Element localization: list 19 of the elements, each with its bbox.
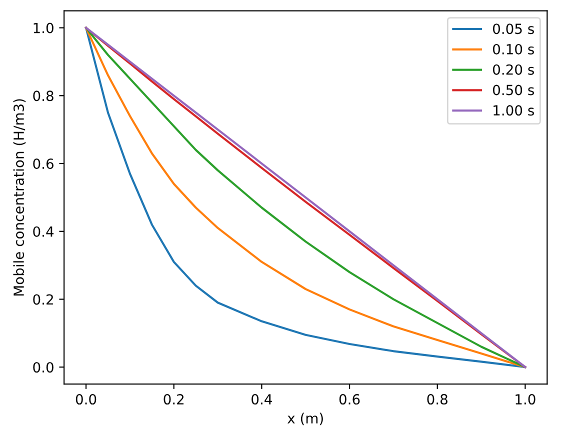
y-tick-label: 0.2 (33, 294, 53, 305)
y-tick-label: 0.0 (33, 362, 54, 373)
legend-label: 1.00 s (494, 105, 534, 116)
legend-label: 0.05 s (492, 24, 534, 34)
legend-label: 0.10 s (492, 44, 534, 54)
x-axis-title: x (m) (288, 412, 323, 426)
y-tick-label: 0.8 (33, 90, 54, 102)
x-tick-label: 1.0 (516, 394, 536, 405)
legend-label: 0.50 s (492, 84, 534, 96)
legend-label: 0.20 s (492, 64, 534, 75)
y-tick-label: 1.0 (34, 22, 54, 34)
y-axis-title: Mobile concentration (H/m3) (13, 99, 26, 296)
x-tick-label: 0.4 (252, 394, 272, 405)
x-tick-label: 0.0 (76, 394, 96, 405)
y-tick-label: 0.4 (33, 226, 54, 237)
x-tick-label: 0.6 (339, 394, 360, 405)
x-tick-label: 0.2 (164, 394, 184, 405)
y-tick-label: 0.6 (33, 158, 54, 169)
x-tick-label: 0.8 (427, 394, 448, 405)
